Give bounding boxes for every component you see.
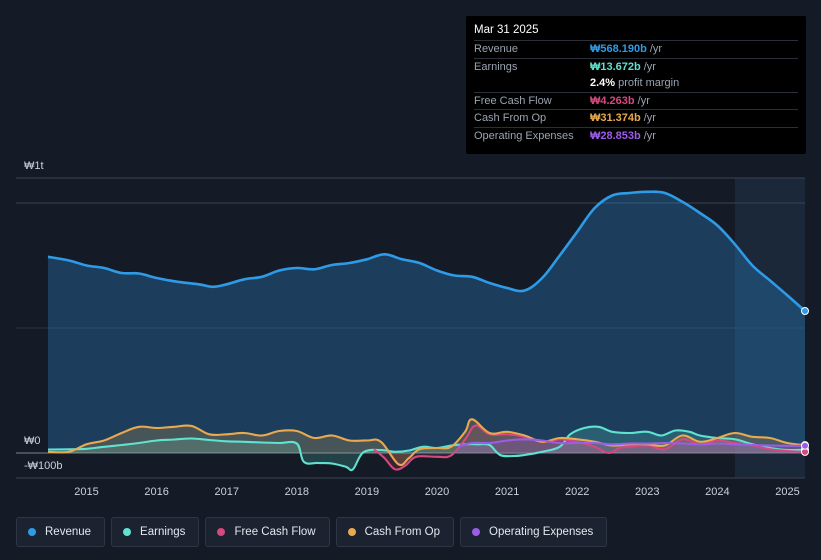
y-label-zero: ₩0 — [24, 435, 41, 447]
tooltip-row-label: Cash From Op — [474, 112, 547, 124]
free-cash-flow-area — [373, 425, 805, 470]
tooltip-row-value: ₩13.672b — [590, 60, 641, 73]
tooltip-row-label: Revenue — [474, 43, 519, 55]
x-axis: 2015 2016 2017 2018 2019 2020 2021 2022 2023 2024… — [74, 486, 799, 498]
operating-expenses-line — [457, 438, 805, 448]
y-label-top: ₩1t — [24, 160, 44, 172]
legend-item-revenue[interactable]: Revenue — [16, 517, 106, 547]
tooltip-row: Operating Expenses ₩28.853b/yr — [474, 126, 798, 144]
legend-item-operating-expenses[interactable]: Operating Expenses — [460, 517, 608, 547]
tooltip-row-value: ₩4.263b — [590, 94, 635, 107]
x-tick-label: 2023 — [635, 486, 659, 498]
free-cash-flow-line — [373, 424, 806, 471]
tooltip-row: 2.4% profit margin — [474, 75, 798, 91]
legend-item-earnings[interactable]: Earnings — [111, 517, 200, 547]
x-tick-label: 2024 — [705, 486, 729, 498]
revenue-line — [47, 190, 806, 312]
gridlines — [16, 177, 805, 479]
tooltip-row-unit: profit margin — [618, 77, 680, 89]
legend-item-cash-from-op[interactable]: Cash From Op — [335, 517, 455, 547]
cash-from-op-area — [48, 419, 805, 466]
tooltip-date: Mar 31 2025 — [474, 24, 539, 36]
legend-label: Operating Expenses — [489, 526, 594, 538]
series-endpoints — [801, 307, 809, 456]
x-tick-label: 2025 — [775, 486, 799, 498]
legend-dot-icon — [347, 528, 356, 536]
legend-label: Free Cash Flow — [234, 526, 316, 538]
tooltip-row-label: Earnings — [474, 60, 518, 73]
tooltip-row-unit: /yr — [649, 43, 663, 55]
tooltip-row-unit: /yr — [637, 94, 650, 107]
x-tick-label: 2016 — [144, 486, 168, 498]
legend-label: Revenue — [45, 526, 92, 538]
revenue-endpoint — [801, 307, 809, 315]
tooltip-row-unit: /yr — [643, 112, 656, 124]
revenue-area — [48, 191, 805, 454]
x-tick-label: 2019 — [355, 486, 379, 498]
series-lines — [47, 190, 806, 472]
legend-label: Earnings — [140, 526, 186, 538]
tooltip-row: Revenue ₩568.190b/yr — [474, 40, 798, 57]
tooltip-row-label — [474, 75, 590, 91]
legend-dot-icon — [28, 528, 36, 536]
tooltip-row: Free Cash Flow ₩4.263b/yr — [474, 91, 798, 109]
tooltip-row-value: 2.4% — [590, 77, 616, 89]
tooltip-row-value: ₩568.190b — [590, 43, 647, 55]
legend-dot-icon — [123, 528, 132, 536]
x-tick-label: 2018 — [285, 486, 309, 498]
x-tick-label: 2021 — [495, 486, 519, 498]
tooltip-row: Earnings ₩13.672b/yr — [474, 57, 798, 75]
tooltip-row-unit: /yr — [643, 129, 656, 142]
x-tick-label: 2015 — [74, 486, 98, 498]
tooltip: Mar 31 2025 Revenue ₩568.190b/yr Earnings ₩… — [466, 16, 806, 154]
legend-label: Cash From Op — [364, 526, 441, 538]
operating-expenses-endpoint — [801, 441, 809, 450]
legend: Revenue Earnings Free Cash Flow Cash From O… — [16, 517, 608, 547]
legend-dot-icon — [217, 528, 226, 536]
x-tick-label: 2017 — [214, 486, 238, 498]
x-tick-label: 2020 — [425, 486, 449, 498]
legend-item-free-cash-flow[interactable]: Free Cash Flow — [205, 517, 330, 547]
cash-from-op-line — [47, 418, 806, 467]
legend-dot-icon — [472, 528, 481, 536]
x-tick-label: 2022 — [565, 486, 589, 498]
tooltip-row-value: ₩28.853b — [590, 129, 641, 142]
tooltip-row-label: Operating Expenses — [474, 129, 574, 142]
tooltip-row-label: Free Cash Flow — [474, 94, 552, 107]
tooltip-row-unit: /yr — [643, 60, 656, 73]
y-label-bottom: -₩100b — [24, 460, 63, 472]
tooltip-row: Cash From Op ₩31.374b/yr — [474, 109, 798, 126]
tooltip-row-value: ₩31.374b — [590, 112, 641, 124]
tooltip-rows: Revenue ₩568.190b/yr Earnings ₩13.672b/yr 2.… — [474, 40, 798, 144]
